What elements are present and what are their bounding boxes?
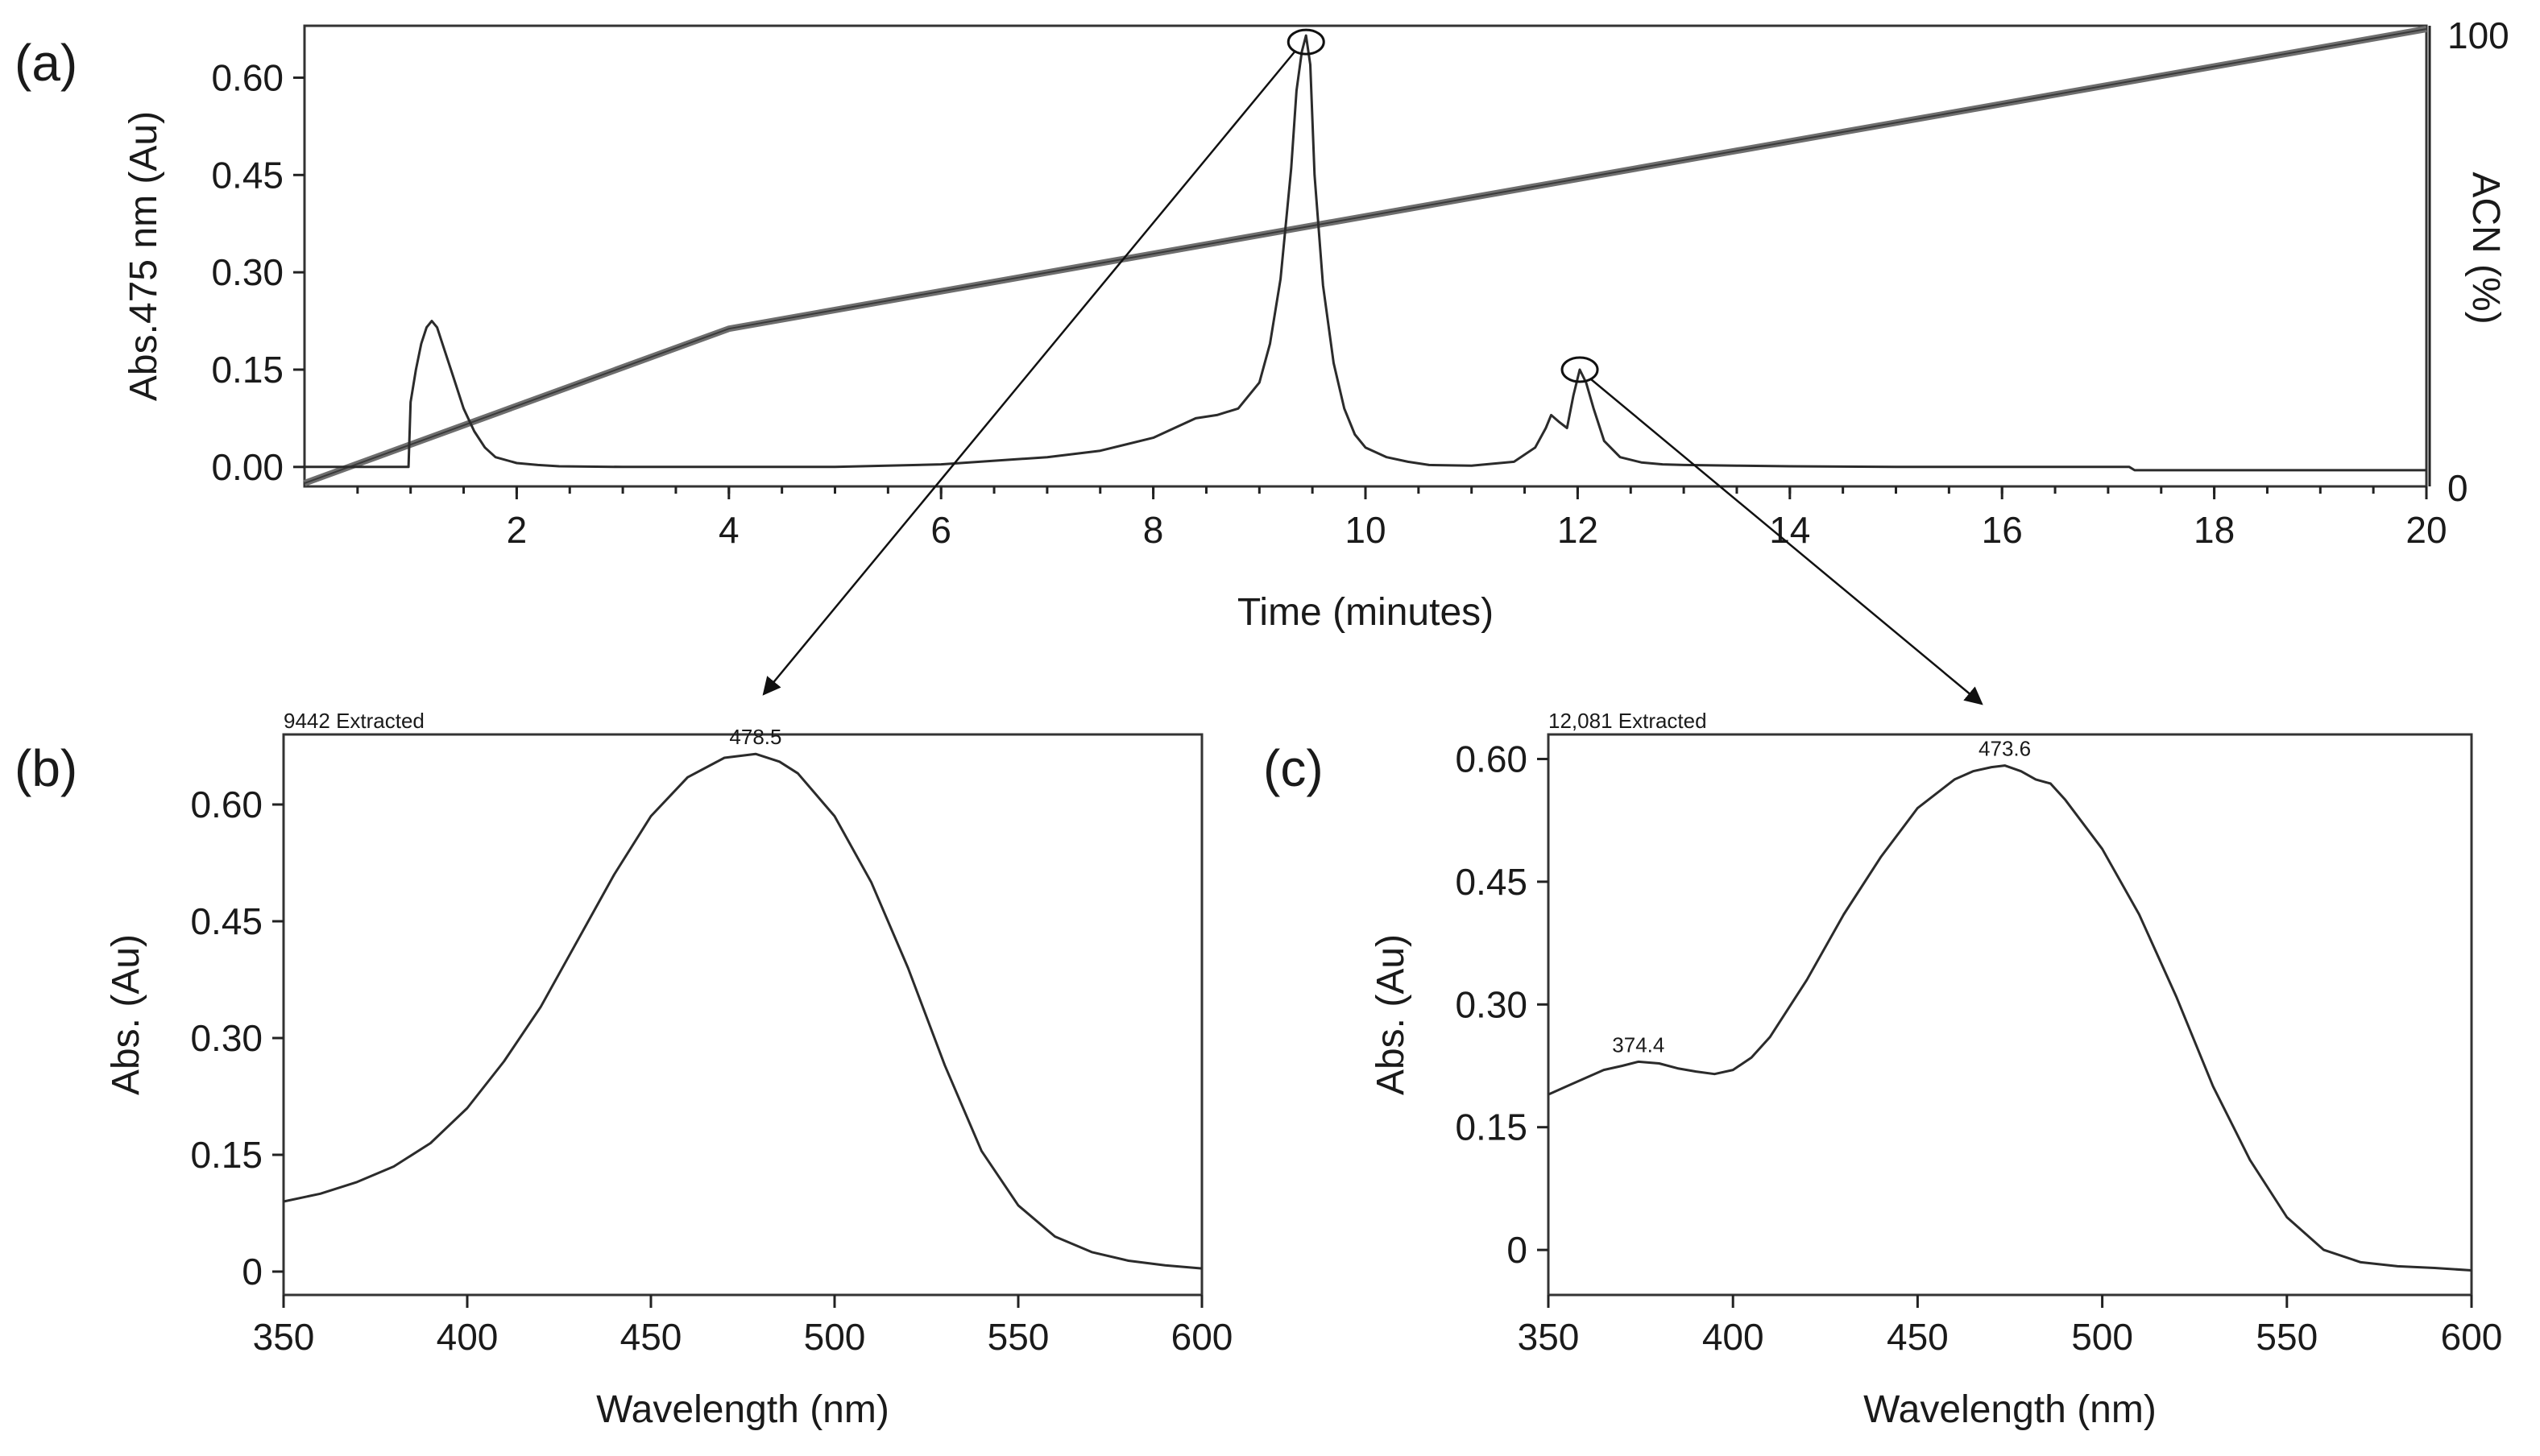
panel-b-label: (b) <box>15 739 77 797</box>
chart-a-x-tick-label: 6 <box>930 509 951 551</box>
chart-c-x-tick-label: 550 <box>2256 1316 2318 1358</box>
panel-c-label: (c) <box>1263 739 1324 797</box>
chart-a-y2-axis-title: ACN (%) <box>2464 172 2507 324</box>
chart-b-y-tick-label: 0.60 <box>190 784 263 825</box>
chart-b-x-axis-title: Wavelength (nm) <box>596 1388 889 1431</box>
connector-arrow-to-b <box>762 51 1296 696</box>
chart-c-x-tick-label: 450 <box>1887 1316 1949 1358</box>
chart-c-frame <box>1547 733 2473 1297</box>
chart-a-acn-gradient-line <box>303 26 2427 486</box>
chart-b-x-tick-label: 400 <box>437 1316 499 1358</box>
chart-a-frame <box>303 24 2428 488</box>
chart-c-peak-label: 374.4 <box>1612 1032 1664 1057</box>
chart-a-absorbance-trace <box>305 34 2426 472</box>
chart-c-y-axis-title: Abs. (Au) <box>1369 934 1412 1095</box>
chart-b-extracted-title: 9442 Extracted <box>284 709 425 733</box>
chart-a-y-axis-title: Abs.475 nm (Au) <box>122 111 165 401</box>
chart-a-peak-marker <box>1287 28 1325 56</box>
chart-a-x-tick-label: 20 <box>2405 509 2447 551</box>
chart-b-x-tick-label: 600 <box>1171 1316 1233 1358</box>
chart-a-x-tick-label: 8 <box>1143 509 1164 551</box>
chart-b-y-tick-label: 0.15 <box>190 1134 263 1176</box>
chart-b-y-axis-title: Abs. (Au) <box>105 934 147 1095</box>
chart-a-x-tick-label: 18 <box>2194 509 2235 551</box>
connector-arrow-to-c <box>1590 378 1983 705</box>
chart-a-x-tick-label: 16 <box>1982 509 2023 551</box>
chart-b-spectrum: 350 400 450 500 550 600 0 0.15 0.30 0.45 0.60 9442 … <box>105 709 1233 1431</box>
chart-c-y-tick-label: 0.60 <box>1455 738 1527 780</box>
chart-c-y-tick-label: 0.45 <box>1455 861 1527 903</box>
chart-b-x-tick-label: 450 <box>620 1316 682 1358</box>
chart-a-y-tick-label: 0.15 <box>211 349 284 391</box>
panel-a-label: (a) <box>15 34 77 92</box>
peak-connectors <box>762 51 1983 705</box>
chart-a-acn-gradient-core <box>304 28 2427 484</box>
chart-b-y-tick-label: 0 <box>242 1251 263 1293</box>
chart-c-y-tick-label: 0.15 <box>1455 1106 1527 1148</box>
chart-b-x-tick-label: 550 <box>988 1316 1050 1358</box>
chart-b-peak-label: 478.5 <box>729 725 781 749</box>
chart-c-x-tick-label: 600 <box>2441 1316 2503 1358</box>
chart-c-x-tick-label: 400 <box>1702 1316 1764 1358</box>
chart-b-x-tick-label: 350 <box>253 1316 315 1358</box>
chart-c-spectrum-trace <box>1548 764 2472 1272</box>
chart-b-spectrum-trace <box>283 752 1203 1270</box>
chart-a-x-tick-label: 2 <box>507 509 528 551</box>
chart-b-y-tick-label: 0.45 <box>190 900 263 942</box>
chart-b-frame <box>282 733 1204 1297</box>
chart-c-extracted-title: 12,081 Extracted <box>1548 709 1707 733</box>
chart-c-x-axis-title: Wavelength (nm) <box>1863 1388 2157 1431</box>
chart-b-x-tick-label: 500 <box>804 1316 866 1358</box>
chart-c-x-tick-label: 350 <box>1518 1316 1580 1358</box>
chart-c-peak-label: 473.6 <box>1979 737 2031 761</box>
chart-a-y2-tick-label: 0 <box>2447 467 2468 509</box>
chart-a-x-tick-label: 4 <box>719 509 740 551</box>
chart-c-x-tick-label: 500 <box>2071 1316 2133 1358</box>
chart-a-x-tick-label: 10 <box>1345 509 1386 551</box>
chart-c-y-tick-label: 0.30 <box>1455 983 1527 1025</box>
chart-a-y2-tick-label: 100 <box>2447 14 2509 56</box>
chart-c-y-tick-label: 0 <box>1506 1229 1527 1271</box>
chart-c-spectrum: 350 400 450 500 550 600 0 0.15 0.30 0.45 0.60 12,08… <box>1369 709 2502 1431</box>
chart-a-x-tick-label: 12 <box>1557 509 1598 551</box>
chart-a-chromatogram: 2 4 6 8 10 12 14 16 18 200.000.150.300.450.600100… <box>122 14 2509 634</box>
chart-a-y-tick-label: 0.45 <box>211 154 284 196</box>
chart-b-y-tick-label: 0.30 <box>190 1017 263 1059</box>
chart-a-peak-marker <box>1560 356 1599 383</box>
chart-a-x-axis-title: Time (minutes) <box>1237 591 1494 634</box>
chart-a-y-tick-label: 0.60 <box>211 56 284 98</box>
chart-a-y-tick-label: 0.00 <box>211 446 284 488</box>
chart-a-y-tick-label: 0.30 <box>211 251 284 293</box>
